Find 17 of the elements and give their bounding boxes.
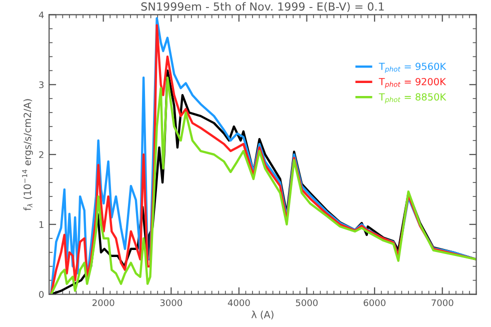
y-tick-label: 2	[39, 151, 44, 158]
legend-label: T$_{phot}$ = 9200K	[378, 78, 446, 88]
x-axis-title: λ (A)	[251, 310, 274, 320]
y-tick-label: 4	[38, 12, 44, 18]
x-tick-label: 4000	[228, 299, 250, 306]
y-tick-label: 0	[39, 291, 44, 298]
y-axis-title: f$_{λ}$ (10$^{−14}$ ergs/s/cm2/A)	[22, 99, 33, 211]
chart-title: SN1999em - 5th of Nov. 1999 - E(B-V) = 0.1	[141, 2, 384, 12]
legend-label: T$_{phot}$ = 8850K	[378, 93, 446, 104]
y-tick-label: 3	[39, 81, 44, 88]
legend-label: T$_{phot}$ = 9560K	[378, 62, 446, 73]
x-tick-label: 5000	[296, 299, 318, 306]
x-tick-label: 7000	[432, 299, 454, 306]
y-tick-label: 1	[39, 221, 44, 228]
x-tick-label: 2000	[92, 299, 114, 306]
x-tick-label: 6000	[364, 299, 386, 306]
x-tick-label: 3000	[160, 299, 182, 306]
